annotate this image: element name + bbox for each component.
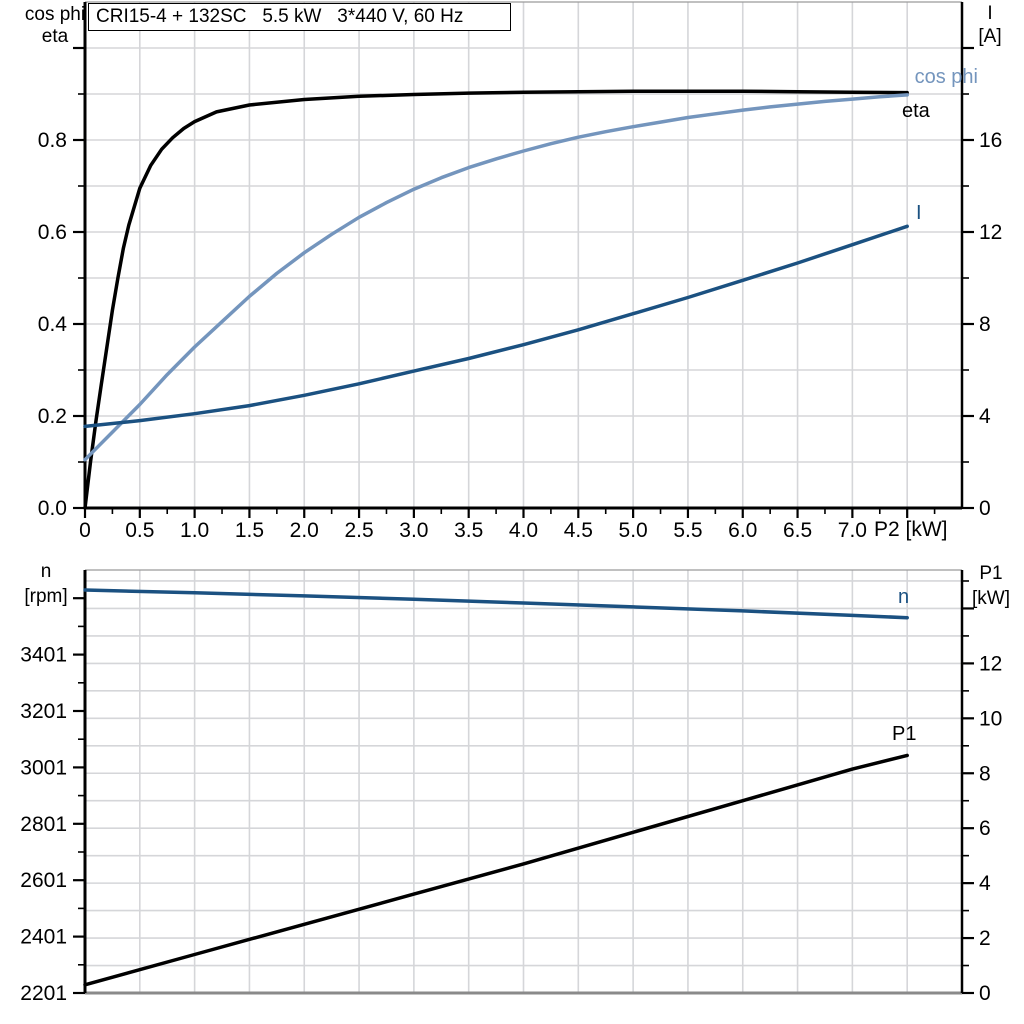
left-axis-tick-label: 2801	[20, 813, 67, 836]
top-right-axis-title-unit: [A]	[978, 26, 1002, 47]
x-axis-tick-label: 4.0	[509, 519, 538, 542]
left-axis-tick-label: 3001	[20, 756, 67, 779]
right-axis-tick-label: 4	[979, 405, 991, 428]
right-axis-tick-label: 4	[979, 872, 991, 895]
left-axis-tick-label: 0.8	[38, 129, 67, 152]
left-axis-tick-label: 0.0	[38, 497, 67, 520]
right-axis-tick-label: 8	[979, 762, 991, 785]
cos-phi-curve	[83, 93, 909, 462]
left-axis-tick-label: 2401	[20, 926, 67, 949]
right-axis-tick-label: 12	[979, 221, 1002, 244]
top-left-axis-title-cosphi: cos phi	[24, 4, 86, 25]
x-axis-tick-label: 6.0	[728, 519, 757, 542]
n-curve	[83, 588, 909, 620]
speed-curve-label: n	[898, 586, 910, 608]
right-axis-tick-label: 2	[979, 927, 991, 950]
x-axis-tick-label: 1.5	[235, 519, 264, 542]
left-axis-tick-label: 2201	[20, 982, 67, 1005]
right-axis-tick-label: 10	[979, 707, 1002, 730]
chart-title: CRI15-4 + 132SC 5.5 kW 3*440 V, 60 Hz	[88, 3, 511, 31]
right-axis-tick-label: 16	[979, 129, 1002, 152]
right-axis-tick-label: 8	[979, 313, 991, 336]
right-axis-tick-label: 0	[979, 497, 991, 520]
left-axis-tick-label: 0.6	[38, 221, 67, 244]
left-axis-tick-label: 0.4	[38, 313, 68, 336]
p1-curve-label: P1	[892, 723, 917, 745]
x-axis-tick-label: 3.5	[454, 519, 483, 542]
x-axis-tick-label: 6.5	[783, 519, 812, 542]
left-axis-tick-label: 3401	[20, 644, 67, 667]
x-axis-tick-label: 5.0	[619, 519, 648, 542]
x-axis-tick-label: 2.0	[290, 519, 319, 542]
bottom-left-axis-title-unit: [rpm]	[24, 586, 68, 607]
x-axis-tick-label: 5.5	[673, 519, 702, 542]
bottom-left-axis-title-n: n	[40, 561, 52, 582]
x-axis-tick-label: 7.0	[838, 519, 867, 542]
x-axis-tick-label: 4.5	[564, 519, 593, 542]
left-axis-tick-label: 3201	[20, 700, 67, 723]
bottom-right-axis-title-P1: P1	[979, 563, 1003, 584]
i-curve	[83, 224, 909, 429]
right-axis-tick-label: 0	[979, 982, 991, 1005]
left-axis-tick-label: 0.2	[38, 405, 67, 428]
cos-phi-curve-label: cos phi	[914, 66, 978, 88]
x-axis-label: P2 [kW]	[874, 518, 948, 541]
top-right-axis-title-I: I	[987, 3, 993, 24]
left-axis-tick-label: 2601	[20, 869, 67, 892]
eta-curve	[83, 89, 909, 510]
current-curve-label: I	[916, 202, 922, 224]
p1-curve	[83, 753, 909, 987]
eta-curve-label: eta	[902, 100, 930, 122]
x-axis-tick-label: 1.0	[180, 519, 209, 542]
right-axis-tick-label: 6	[979, 817, 991, 840]
right-axis-tick-label: 12	[979, 652, 1002, 675]
x-axis-tick-label: 3.0	[399, 519, 428, 542]
top-left-axis-title-eta: eta	[41, 26, 69, 47]
x-axis-tick-label: 0.5	[125, 519, 154, 542]
bottom-right-axis-title-unit: [kW]	[972, 588, 1010, 609]
x-axis-tick-label: 2.5	[344, 519, 373, 542]
x-axis-tick-label: 0	[79, 519, 91, 542]
